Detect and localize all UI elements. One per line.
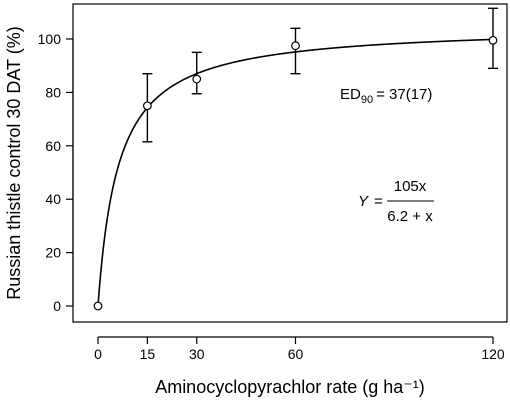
x-axis: 0 15 30 60 120 xyxy=(94,336,505,362)
error-bar xyxy=(191,51,202,95)
y-axis: 0 20 40 60 80 100 xyxy=(38,31,74,314)
y-axis-title: Russian thistle control 30 DAT (%) xyxy=(4,26,24,299)
error-bar xyxy=(290,27,301,75)
y-tick-label: 40 xyxy=(45,191,61,207)
equation-numerator: 105x xyxy=(394,178,427,195)
equation-annotation: Y = 105x 6.2 + x xyxy=(358,178,434,225)
y-tick-label: 80 xyxy=(45,84,61,100)
plot-frame xyxy=(72,3,508,323)
x-tick-label: 0 xyxy=(94,346,102,362)
equation-lhs: Y xyxy=(358,193,369,210)
data-point xyxy=(93,301,103,311)
x-tick-label: 30 xyxy=(189,346,205,362)
ed90-annotation: ED90 = 37(17) xyxy=(340,86,432,106)
data-point xyxy=(488,35,498,45)
y-tick-label: 60 xyxy=(45,138,61,154)
fit-curve xyxy=(97,38,494,307)
y-tick-label: 100 xyxy=(38,31,62,47)
y-tick-label: 20 xyxy=(45,245,61,261)
ed-label: ED xyxy=(340,86,361,103)
data-point xyxy=(142,101,152,111)
data-points xyxy=(93,35,498,311)
equation-denominator: 6.2 + x xyxy=(387,208,433,225)
x-axis-title: Aminocyclopyrachlor rate (g ha⁻¹) xyxy=(155,377,425,397)
x-tick-label: 15 xyxy=(140,346,156,362)
ed-subscript: 90 xyxy=(361,94,373,106)
x-tick-label: 120 xyxy=(481,346,505,362)
data-point xyxy=(291,41,300,51)
data-point xyxy=(192,74,202,84)
equation-equals: = xyxy=(374,193,383,210)
ed-value: = 37(17) xyxy=(376,86,432,103)
x-tick-label: 60 xyxy=(288,346,304,362)
y-tick-label: 0 xyxy=(53,298,61,314)
